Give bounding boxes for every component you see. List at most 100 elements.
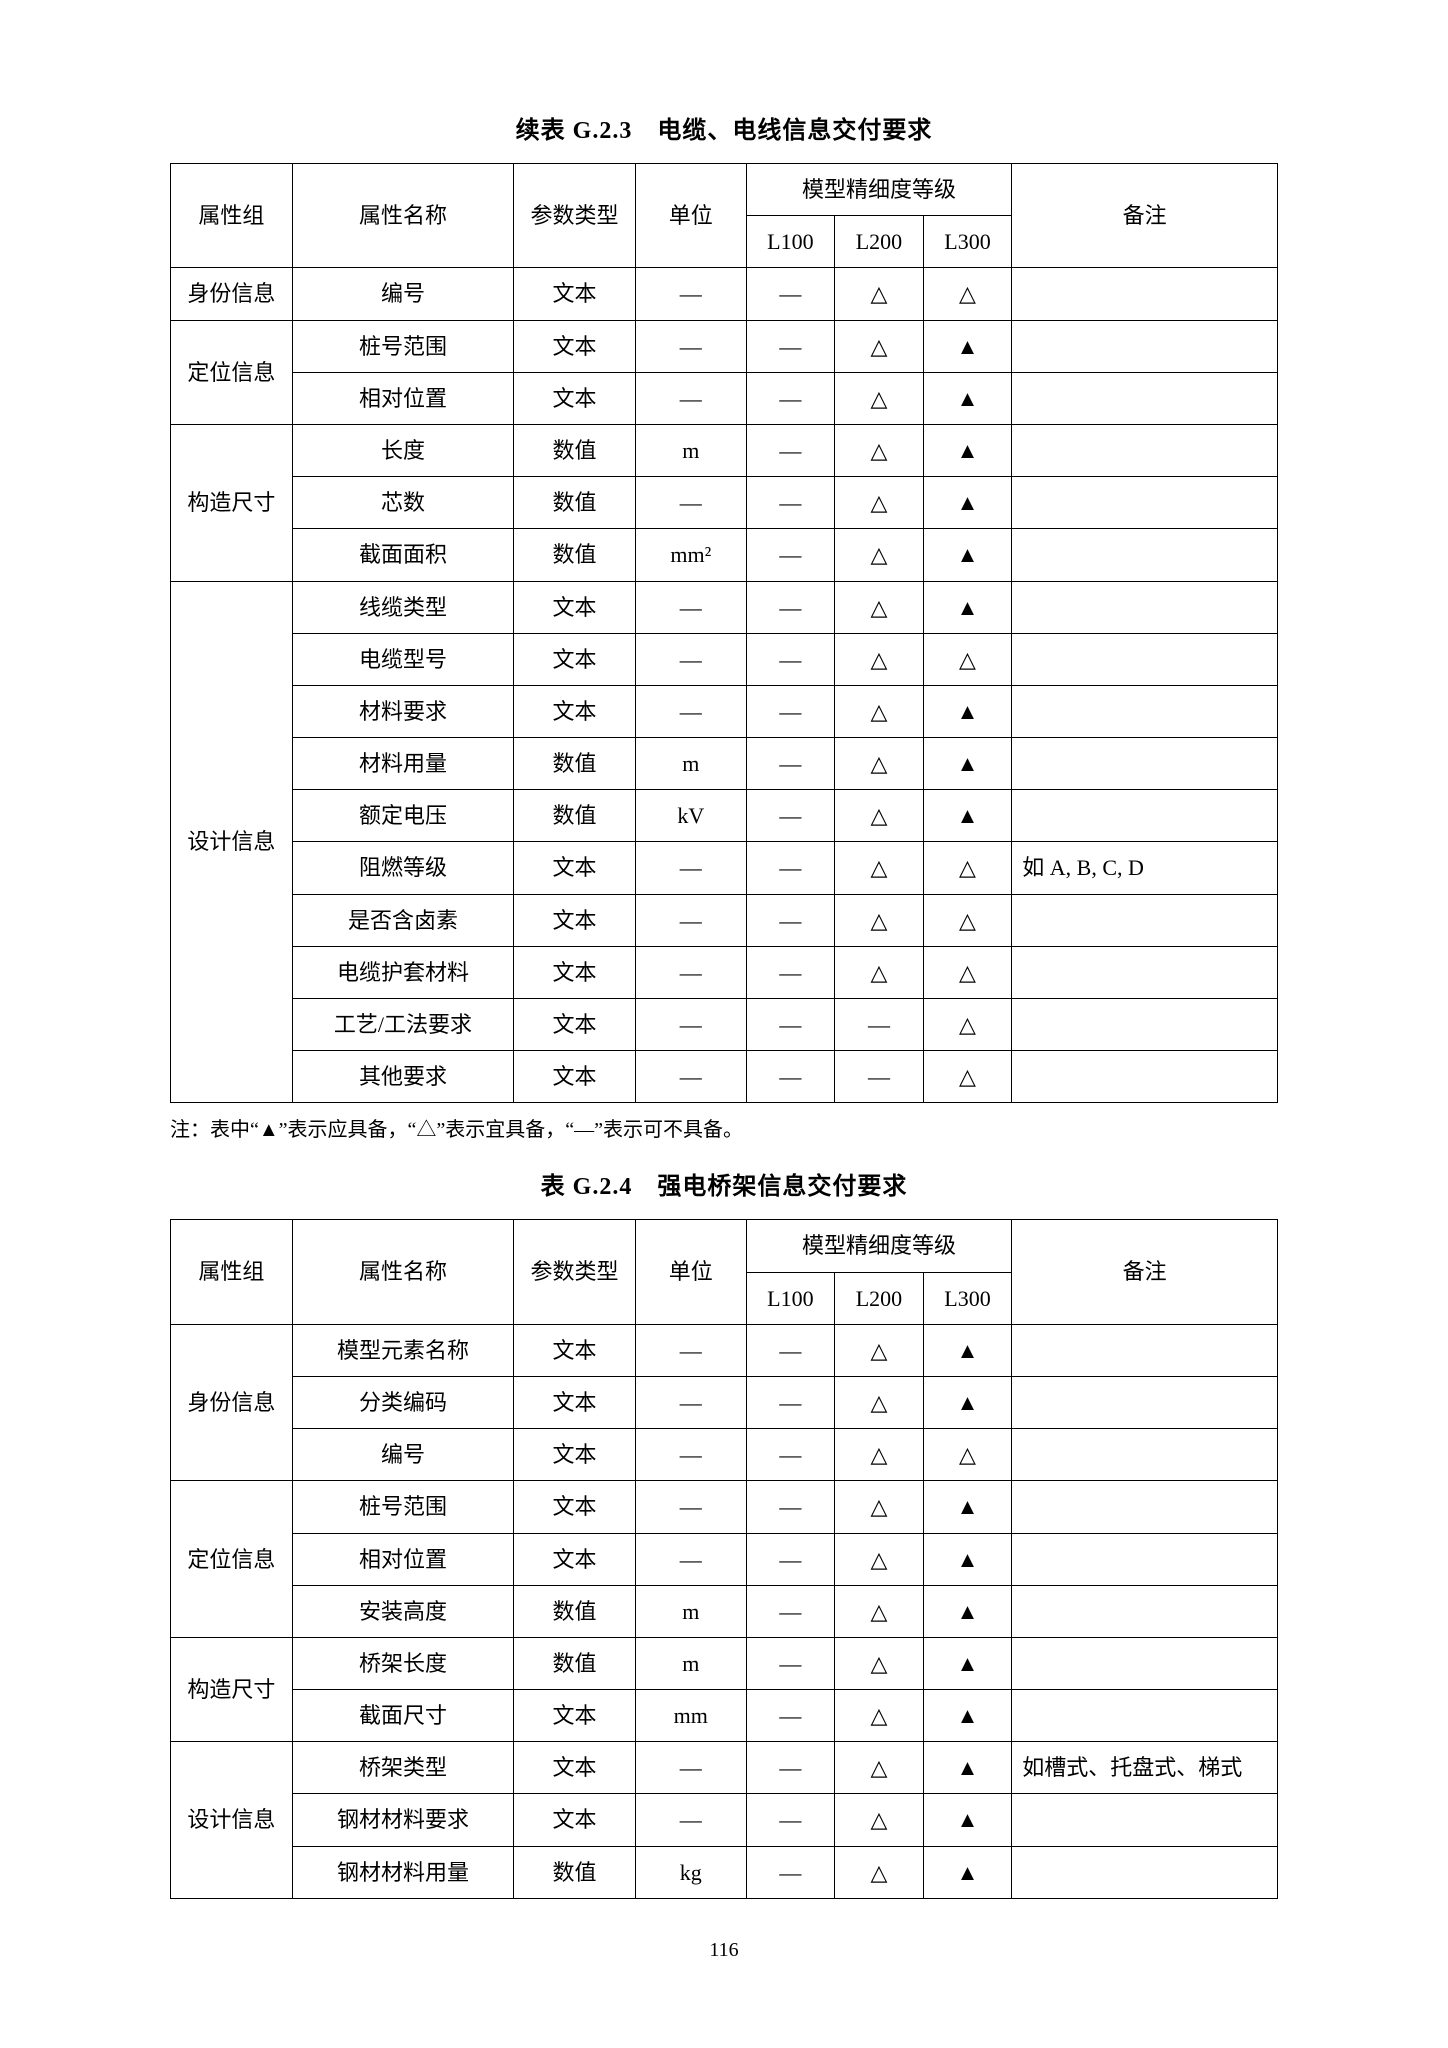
cell-l100: — [746,633,835,685]
cell-l200: △ [835,633,924,685]
cell-unit: mm² [635,529,746,581]
cell-l100: — [746,529,835,581]
table-row: 钢材材料用量数值kg—△▲ [171,1846,1278,1898]
cell-attr: 工艺/工法要求 [292,999,513,1051]
cell-remark [1012,581,1278,633]
cell-remark [1012,1690,1278,1742]
cell-ptype: 文本 [514,268,636,320]
cell-l300: ▲ [923,1324,1012,1376]
cell-attr: 长度 [292,424,513,476]
table-row: 电缆型号文本——△△ [171,633,1278,685]
table-row: 额定电压数值kV—△▲ [171,790,1278,842]
cell-unit: kg [635,1846,746,1898]
th-remark: 备注 [1012,1220,1278,1324]
cell-l300: ▲ [923,790,1012,842]
cell-remark [1012,1585,1278,1637]
page-number: 116 [170,1939,1278,1962]
cell-unit: kV [635,790,746,842]
group-cell: 身份信息 [171,1324,293,1481]
cell-remark [1012,946,1278,998]
cell-l200: △ [835,1429,924,1481]
table-row: 定位信息桩号范围文本——△▲ [171,320,1278,372]
cell-unit: m [635,424,746,476]
cell-l100: — [746,372,835,424]
cell-l100: — [746,1690,835,1742]
cell-l300: ▲ [923,1376,1012,1428]
cell-attr: 额定电压 [292,790,513,842]
cell-attr: 钢材材料要求 [292,1794,513,1846]
cell-l100: — [746,1742,835,1794]
th-unit: 单位 [635,164,746,268]
cell-unit: m [635,738,746,790]
cell-l300: ▲ [923,1533,1012,1585]
table-row: 定位信息桩号范围文本——△▲ [171,1481,1278,1533]
th-group: 属性组 [171,164,293,268]
table-row: 分类编码文本——△▲ [171,1376,1278,1428]
table-row: 是否含卤素文本——△△ [171,894,1278,946]
table1-title: 续表 G.2.3 电缆、电线信息交付要求 [170,110,1278,145]
cell-l200: △ [835,1324,924,1376]
cell-unit: — [635,1533,746,1585]
cell-l100: — [746,1051,835,1103]
table1-body: 身份信息编号文本——△△定位信息桩号范围文本——△▲相对位置文本——△▲构造尺寸… [171,268,1278,1103]
cell-l200: △ [835,738,924,790]
cell-ptype: 数值 [514,424,636,476]
cell-attr: 钢材材料用量 [292,1846,513,1898]
cell-ptype: 文本 [514,685,636,737]
cell-attr: 桥架类型 [292,1742,513,1794]
cell-l100: — [746,424,835,476]
table-row: 安装高度数值m—△▲ [171,1585,1278,1637]
th-lod: 模型精细度等级 [746,1220,1012,1272]
cell-l100: — [746,1324,835,1376]
table-row: 电缆护套材料文本——△△ [171,946,1278,998]
cell-unit: m [635,1585,746,1637]
cell-l300: ▲ [923,1637,1012,1689]
cell-l200: △ [835,424,924,476]
cell-ptype: 数值 [514,477,636,529]
cell-l200: △ [835,1481,924,1533]
table2-title: 表 G.2.4 强电桥架信息交付要求 [170,1166,1278,1201]
cell-attr: 阻燃等级 [292,842,513,894]
table2-body: 身份信息模型元素名称文本——△▲分类编码文本——△▲编号文本——△△定位信息桩号… [171,1324,1278,1898]
cell-unit: m [635,1637,746,1689]
cell-remark [1012,1481,1278,1533]
cell-l300: ▲ [923,1794,1012,1846]
cell-attr: 其他要求 [292,1051,513,1103]
cell-ptype: 文本 [514,1429,636,1481]
cell-l200: △ [835,1585,924,1637]
cell-remark [1012,1324,1278,1376]
table-row: 构造尺寸长度数值m—△▲ [171,424,1278,476]
cell-remark [1012,738,1278,790]
cell-l300: △ [923,1429,1012,1481]
cell-l100: — [746,320,835,372]
cell-attr: 截面面积 [292,529,513,581]
cell-l200: △ [835,842,924,894]
th-l100: L100 [746,1272,835,1324]
cell-l100: — [746,738,835,790]
cell-attr: 是否含卤素 [292,894,513,946]
cell-attr: 相对位置 [292,1533,513,1585]
cell-l300: ▲ [923,372,1012,424]
cell-ptype: 文本 [514,372,636,424]
cell-ptype: 文本 [514,320,636,372]
cell-l200: △ [835,894,924,946]
th-attr: 属性名称 [292,164,513,268]
cell-attr: 桩号范围 [292,1481,513,1533]
cell-unit: — [635,477,746,529]
cell-ptype: 文本 [514,1742,636,1794]
cell-l200: △ [835,790,924,842]
cell-remark: 如槽式、托盘式、梯式 [1012,1742,1278,1794]
cell-l200: △ [835,1846,924,1898]
table-row: 阻燃等级文本——△△如 A, B, C, D [171,842,1278,894]
cell-remark: 如 A, B, C, D [1012,842,1278,894]
cell-unit: — [635,372,746,424]
cell-remark [1012,685,1278,737]
table-row: 芯数数值——△▲ [171,477,1278,529]
cell-l300: ▲ [923,477,1012,529]
cell-remark [1012,1376,1278,1428]
cell-l100: — [746,1481,835,1533]
cell-ptype: 文本 [514,581,636,633]
cell-l200: △ [835,1742,924,1794]
cell-l200: △ [835,1376,924,1428]
cell-remark [1012,1846,1278,1898]
